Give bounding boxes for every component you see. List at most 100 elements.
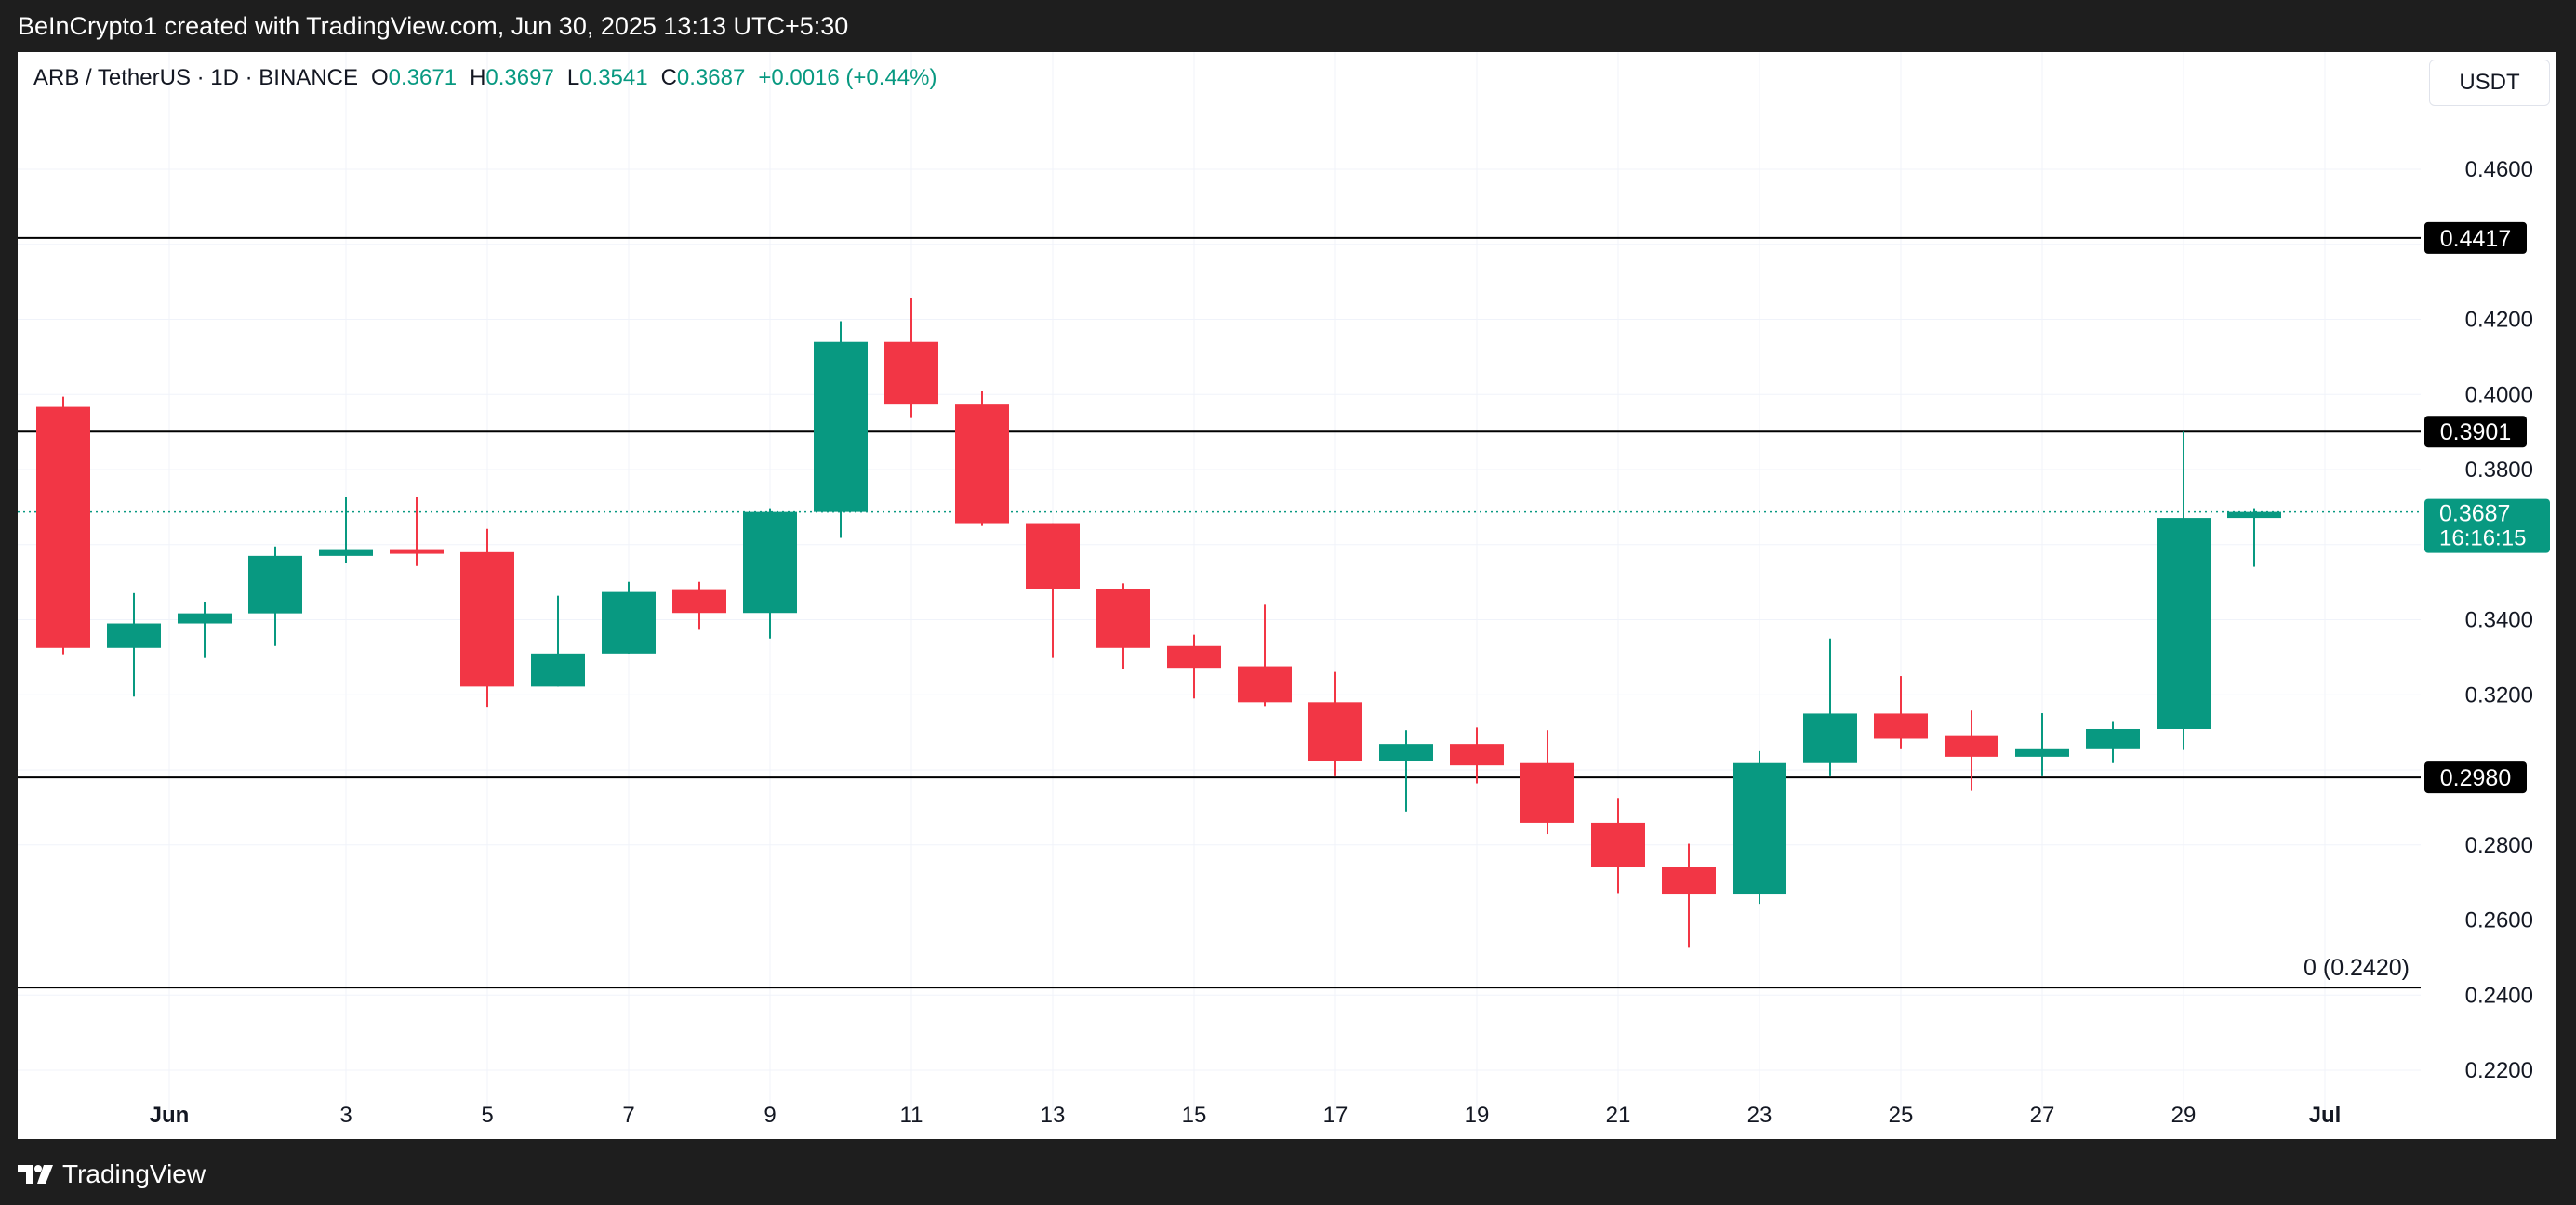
date-tick-label: Jun <box>150 1103 190 1128</box>
candle-body <box>1096 589 1150 648</box>
level-badge-bg <box>2424 761 2527 794</box>
high-label: H <box>470 65 486 90</box>
time-axis: Jun 3 5 7 9 11 13 15 17 19 21 23 25 27 29 Jul <box>150 1103 2342 1128</box>
candle <box>2086 721 2140 763</box>
candle-body <box>743 511 797 614</box>
candle-body <box>2227 511 2281 519</box>
candle <box>2227 508 2281 567</box>
candle-body <box>602 591 656 654</box>
candle-body <box>1167 645 1221 669</box>
date-tick-label: 21 <box>1606 1103 1631 1128</box>
date-tick-label: 9 <box>764 1103 776 1128</box>
candle-body <box>1450 744 1504 766</box>
candle-body <box>248 555 302 614</box>
candle-body <box>1026 523 1080 589</box>
level-badge-label: 0.2980 <box>2440 765 2511 791</box>
candle-body <box>2086 728 2140 749</box>
candle-body <box>814 341 868 512</box>
last-price-label: 0.3687 <box>2439 501 2510 527</box>
candle <box>1450 727 1504 784</box>
date-tick-label: 29 <box>2171 1103 2197 1128</box>
candle <box>1379 730 1433 812</box>
price-axis: 0.2200 0.2400 0.2600 0.2800 0.3200 0.3400 0.38… <box>2465 157 2533 1083</box>
candle-body <box>460 551 514 687</box>
date-tick-label: 5 <box>481 1103 493 1128</box>
date-tick-label: 7 <box>622 1103 634 1128</box>
candle <box>1238 604 1292 707</box>
date-tick-label: 23 <box>1747 1103 1773 1128</box>
low-label: L <box>566 65 580 90</box>
candle-body <box>319 549 373 556</box>
level-badge-label: 0.3901 <box>2440 419 2511 445</box>
date-tick-label: 15 <box>1182 1103 1207 1128</box>
price-tick-label: 0.3800 <box>2465 457 2533 483</box>
candle <box>107 592 161 697</box>
candle-body <box>178 613 232 624</box>
price-tick-label: 0.4200 <box>2465 308 2533 333</box>
candle-body <box>36 406 90 648</box>
open-label: O <box>370 65 389 90</box>
change-value: +0.0016 (+0.44%) <box>758 65 937 90</box>
candle-body <box>531 653 585 687</box>
attribution-bar: BeInCrypto1 created with TradingView.com… <box>0 0 2576 52</box>
date-tick-label: Jul <box>2309 1103 2342 1128</box>
candles <box>36 298 2281 948</box>
candle-body <box>1379 744 1433 761</box>
candle-body <box>390 549 444 554</box>
date-tick-label: 25 <box>1889 1103 1914 1128</box>
close-label: C <box>660 65 677 90</box>
date-tick-label: 17 <box>1323 1103 1348 1128</box>
candle <box>319 497 373 563</box>
grid <box>18 52 2421 1114</box>
candle-body <box>2157 518 2211 729</box>
level-annotation: 0 (0.2420) <box>2304 955 2410 981</box>
candle <box>178 602 232 658</box>
open-value: 0.3671 <box>388 65 458 90</box>
candle <box>1520 730 1574 835</box>
tradingview-logo[interactable]: TradingView <box>18 1159 206 1189</box>
level-badge: 0.2980 <box>2424 761 2527 794</box>
candle <box>1026 523 1080 658</box>
level-badge-bg <box>2424 221 2527 254</box>
candle <box>602 581 656 654</box>
candle <box>390 497 444 566</box>
candle-body <box>1308 702 1362 761</box>
candlestick-chart[interactable]: 0 (0.2420) 0.2200 0.2400 0.2600 0.2800 0.320… <box>18 52 2556 1139</box>
candle-body <box>672 589 726 614</box>
candle-body <box>1520 762 1574 823</box>
date-tick-label: 13 <box>1041 1103 1066 1128</box>
candle-body <box>955 404 1009 524</box>
candle-body <box>884 341 938 405</box>
price-tick-label: 0.2400 <box>2465 983 2533 1008</box>
tradingview-brand-text: TradingView <box>62 1159 206 1188</box>
candle <box>1096 583 1150 669</box>
level-badge-bg <box>2424 416 2527 448</box>
candle <box>743 508 797 639</box>
candle <box>36 396 90 655</box>
price-tick-label: 0.3400 <box>2465 608 2533 633</box>
candle <box>2015 713 2069 776</box>
candle-body <box>1591 822 1645 867</box>
last-price-badge-bg <box>2424 498 2550 553</box>
date-tick-label: 19 <box>1465 1103 1490 1128</box>
candle <box>1803 638 1857 776</box>
chart-panel[interactable]: 0 (0.2420) 0.2200 0.2400 0.2600 0.2800 0.320… <box>18 52 2556 1139</box>
price-tick-label: 0.2600 <box>2465 908 2533 934</box>
candle-body <box>2015 748 2069 757</box>
candle <box>460 528 514 708</box>
candle-body <box>1803 713 1857 763</box>
date-tick-label: 27 <box>2030 1103 2055 1128</box>
currency-selector[interactable]: USDT <box>2429 60 2550 106</box>
candle-body <box>1662 867 1716 895</box>
candle <box>531 595 585 687</box>
candle <box>1945 710 1998 791</box>
date-tick-label: 11 <box>900 1103 923 1128</box>
price-tick-label: 0.2800 <box>2465 833 2533 858</box>
price-tick-label: 0.3200 <box>2465 682 2533 708</box>
candle-body <box>1874 713 1928 739</box>
candle <box>1662 843 1716 948</box>
candle <box>1591 798 1645 894</box>
candle <box>248 546 302 646</box>
